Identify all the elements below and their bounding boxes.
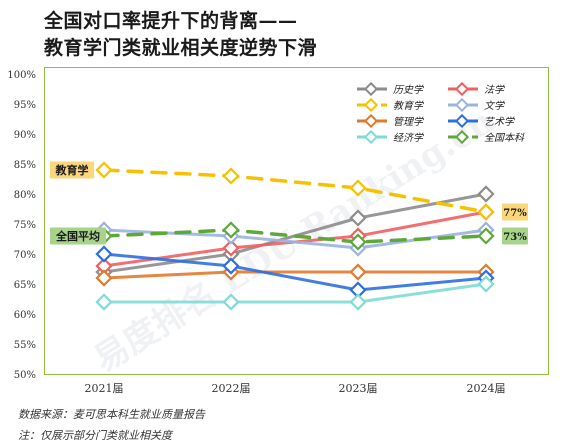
y-tick-label: 85% [14,160,36,171]
footnote: 注：仅展示部分门类就业相关度 [18,429,172,442]
series-marker [222,239,240,257]
legend-label: 管理学 [393,116,424,128]
legend-marker [454,81,470,97]
series-line [102,168,488,214]
legend-label: 法学 [484,84,505,96]
legend-marker [363,97,379,113]
legend-label: 经济学 [393,132,424,144]
series-marker [222,167,240,185]
series-marker [222,293,240,311]
y-tick-label: 60% [14,310,36,321]
annotation-label: 全国平均 [55,229,100,243]
y-tick-label: 80% [14,190,36,201]
series-line [102,270,488,280]
x-tick-label: 2023届 [339,382,378,395]
annotation-label: 教育学 [55,163,89,177]
series-marker [222,221,240,239]
y-tick-label: 50% [14,370,36,381]
series-marker [477,227,495,245]
annotation-box [502,227,528,245]
y-tick-label: 70% [14,250,36,261]
legend-marker [454,129,470,145]
series-marker [349,281,367,299]
series-marker [349,263,367,281]
legend-marker [454,113,470,129]
y-tick-label: 65% [14,280,36,291]
legend-label: 教育学 [393,100,424,112]
legend-marker [363,113,379,129]
chart-title-line2: 教育学门类就业相关度逆势下滑 [44,37,318,59]
legend-label: 文学 [484,100,505,112]
source-note: 数据来源：麦可思本科生就业质量报告 [18,408,205,421]
series-line [102,282,488,304]
series-marker [349,179,367,197]
legend-marker [363,81,379,97]
legend-label: 全国本科 [484,132,525,144]
chart-title-line1: 全国对口率提升下的背离—— [44,10,298,32]
series-marker [95,245,113,263]
legend-label: 艺术学 [484,116,515,128]
series-line [102,252,488,292]
annotation-box [502,203,528,221]
x-tick-label: 2022届 [212,382,251,395]
y-tick-label: 90% [14,130,36,141]
y-tick-label: 100% [7,70,36,81]
series-marker [477,203,495,221]
plot-frame [44,67,549,375]
annotation-label: 77% [503,208,527,219]
annotation-box [50,227,106,245]
series-line [102,228,488,244]
y-tick-label: 55% [14,340,36,351]
y-tick-label: 75% [14,220,36,231]
series-marker [95,269,113,287]
series-marker [95,161,113,179]
legend-marker [363,129,379,145]
y-tick-label: 95% [14,100,36,111]
series-marker [95,293,113,311]
x-tick-label: 2021届 [85,382,124,395]
series-marker [95,257,113,275]
series-marker [222,257,240,275]
annotation-label: 73% [503,232,527,243]
series-marker [477,275,495,293]
annotation-box [50,161,94,179]
legend-label: 历史学 [393,84,424,96]
series-marker [349,209,367,227]
series-marker [349,233,367,251]
x-tick-label: 2024届 [467,382,506,395]
series-marker [349,293,367,311]
series-marker [477,185,495,203]
legend-marker [454,97,470,113]
